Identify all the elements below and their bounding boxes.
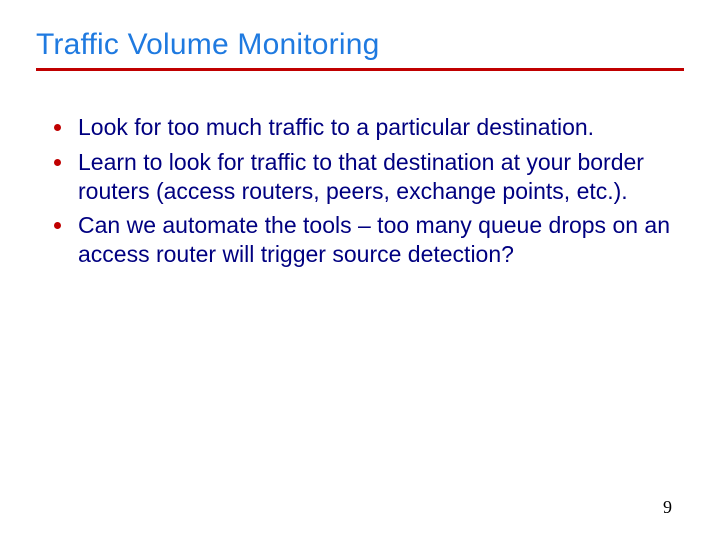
bullet-list: Look for too much traffic to a particula…	[36, 113, 684, 269]
list-item: Learn to look for traffic to that destin…	[54, 148, 684, 206]
bullet-text: Learn to look for traffic to that destin…	[78, 149, 644, 204]
list-item: Can we automate the tools – too many que…	[54, 211, 684, 269]
bullet-text: Can we automate the tools – too many que…	[78, 212, 670, 267]
slide-title: Traffic Volume Monitoring	[36, 28, 684, 62]
list-item: Look for too much traffic to a particula…	[54, 113, 684, 142]
bullet-text: Look for too much traffic to a particula…	[78, 114, 594, 140]
title-underline	[36, 68, 684, 71]
page-number: 9	[663, 497, 672, 518]
slide: Traffic Volume Monitoring Look for too m…	[0, 0, 720, 540]
